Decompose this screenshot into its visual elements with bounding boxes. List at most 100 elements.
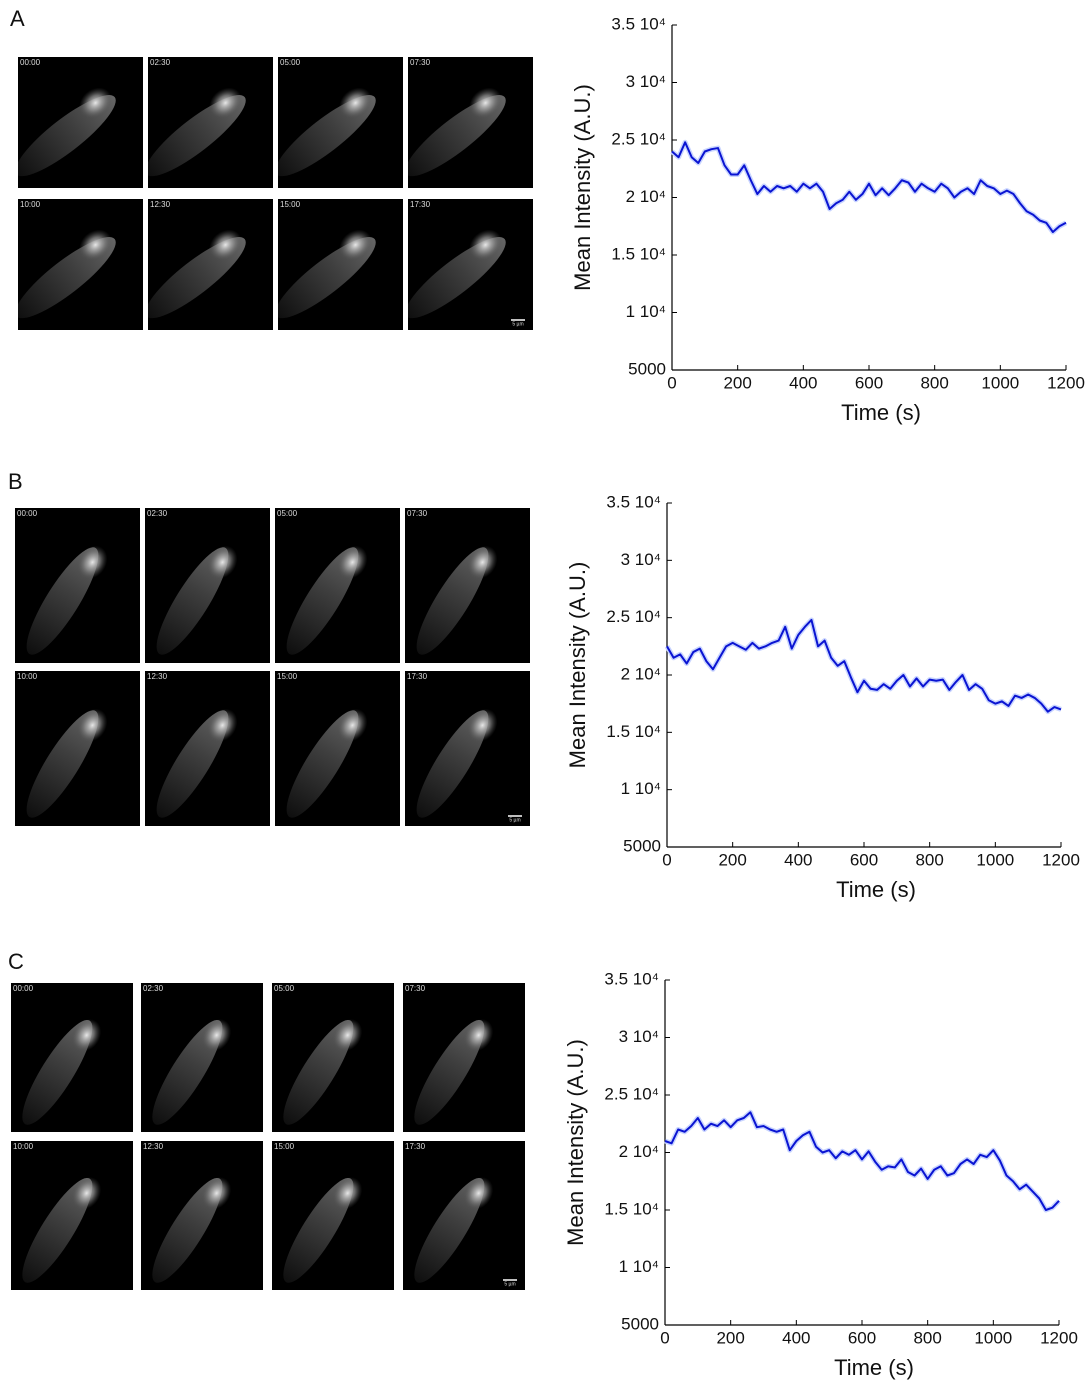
y-tick-label: 3 10⁴ xyxy=(619,1027,659,1046)
timestamp: 05:00 xyxy=(274,984,295,993)
x-tick-label: 600 xyxy=(850,850,878,869)
x-tick-label: 0 xyxy=(662,850,671,869)
hypha-tip xyxy=(464,1019,494,1052)
x-tick-label: 1200 xyxy=(1040,1328,1078,1347)
micrograph: 07:30 xyxy=(405,508,530,663)
y-tick-label: 5000 xyxy=(628,359,666,378)
y-tick-label: 1 10⁴ xyxy=(626,302,666,321)
series-halo xyxy=(664,617,1062,715)
hypha-tip xyxy=(337,708,368,742)
hypha-tip xyxy=(464,1177,494,1210)
hypha-tip xyxy=(77,708,108,742)
micrograph: 10:00 xyxy=(15,671,140,826)
x-tick-label: 800 xyxy=(915,850,943,869)
y-axis-label: Mean Intensity (A.U.) xyxy=(565,562,590,769)
x-tick-label: 400 xyxy=(789,373,817,392)
timestamp: 10:00 xyxy=(20,200,41,209)
y-tick-label: 2 10⁴ xyxy=(621,664,661,683)
timestamp: 02:30 xyxy=(147,509,168,518)
x-tick-label: 200 xyxy=(716,1328,744,1347)
y-axis-label: Mean Intensity (A.U.) xyxy=(570,84,595,291)
micrograph: 17:30 5 µm xyxy=(405,671,530,826)
y-tick-label: 1.5 10⁴ xyxy=(611,244,666,263)
timestamp: 00:00 xyxy=(20,58,41,67)
hypha-tip xyxy=(77,545,108,579)
timestamp: 00:00 xyxy=(13,984,34,993)
hypha-tip xyxy=(467,708,498,742)
x-tick-label: 0 xyxy=(667,373,676,392)
y-tick-label: 1 10⁴ xyxy=(621,779,661,798)
hypha-tip xyxy=(209,229,242,261)
hypha-tip xyxy=(209,87,242,119)
timestamp: 15:00 xyxy=(274,1142,295,1151)
timestamp: 05:00 xyxy=(277,509,298,518)
hypha-tip xyxy=(72,1177,102,1210)
panel-label: A xyxy=(10,6,25,31)
y-tick-label: 2.5 10⁴ xyxy=(606,607,661,626)
timestamp: 17:30 xyxy=(410,200,431,209)
hypha-tip xyxy=(79,229,112,261)
y-tick-label: 1 10⁴ xyxy=(619,1257,659,1276)
hypha-tip xyxy=(202,1019,232,1052)
timestamp: 00:00 xyxy=(17,509,38,518)
micrograph: 07:30 xyxy=(408,57,533,188)
x-tick-label: 1000 xyxy=(974,1328,1012,1347)
micrograph: 05:00 xyxy=(272,983,394,1132)
x-tick-label: 1200 xyxy=(1047,373,1085,392)
micrograph: 05:00 xyxy=(275,508,400,663)
x-tick-label: 200 xyxy=(723,373,751,392)
micrograph: 00:00 xyxy=(15,508,140,663)
timestamp: 15:00 xyxy=(277,672,298,681)
timestamp: 17:30 xyxy=(405,1142,426,1151)
timestamp: 12:30 xyxy=(150,200,171,209)
micrograph: 17:30 5 µm xyxy=(408,199,533,330)
micrograph: 02:30 xyxy=(145,508,270,663)
hypha-tip xyxy=(333,1177,363,1210)
hypha-tip xyxy=(339,87,372,119)
y-tick-label: 3.5 10⁴ xyxy=(606,492,661,511)
micrograph: 10:00 xyxy=(11,1141,133,1290)
micrograph: 07:30 xyxy=(403,983,525,1132)
x-axis-label: Time (s) xyxy=(836,877,916,902)
y-tick-label: 3.5 10⁴ xyxy=(604,969,659,988)
x-tick-label: 600 xyxy=(855,373,883,392)
micrograph: 00:00 xyxy=(11,983,133,1132)
timestamp: 05:00 xyxy=(280,58,301,67)
x-tick-label: 600 xyxy=(848,1328,876,1347)
series-line xyxy=(664,1111,1060,1211)
hypha-tip xyxy=(79,87,112,119)
timestamp: 02:30 xyxy=(143,984,164,993)
y-tick-label: 5000 xyxy=(621,1314,659,1333)
timestamp: 12:30 xyxy=(147,672,168,681)
timestamp: 02:30 xyxy=(150,58,171,67)
micrograph: 10:00 xyxy=(18,199,143,330)
x-tick-label: 200 xyxy=(718,850,746,869)
panel-label: C xyxy=(8,949,24,974)
micrograph: 12:30 xyxy=(141,1141,263,1290)
hypha-tip xyxy=(469,87,502,119)
micrograph: 02:30 xyxy=(141,983,263,1132)
timestamp: 10:00 xyxy=(13,1142,34,1151)
scale-bar-label: 5 µm xyxy=(512,321,523,327)
y-tick-label: 2.5 10⁴ xyxy=(604,1084,659,1103)
hypha-tip xyxy=(339,229,372,261)
timestamp: 17:30 xyxy=(407,672,428,681)
micrograph: 15:00 xyxy=(272,1141,394,1290)
hypha-tip xyxy=(72,1019,102,1052)
micrograph: 15:00 xyxy=(275,671,400,826)
micrograph: 15:00 xyxy=(278,199,403,330)
micrograph: 17:30 5 µm xyxy=(403,1141,525,1290)
x-tick-label: 800 xyxy=(913,1328,941,1347)
timestamp: 10:00 xyxy=(17,672,38,681)
y-tick-label: 2.5 10⁴ xyxy=(611,129,666,148)
hypha-tip xyxy=(333,1019,363,1052)
x-tick-label: 1200 xyxy=(1042,850,1080,869)
y-tick-label: 2 10⁴ xyxy=(619,1142,659,1161)
y-tick-label: 3 10⁴ xyxy=(621,550,661,569)
x-axis-label: Time (s) xyxy=(834,1355,914,1380)
micrograph: 02:30 xyxy=(148,57,273,188)
timestamp: 12:30 xyxy=(143,1142,164,1151)
timestamp: 15:00 xyxy=(280,200,301,209)
